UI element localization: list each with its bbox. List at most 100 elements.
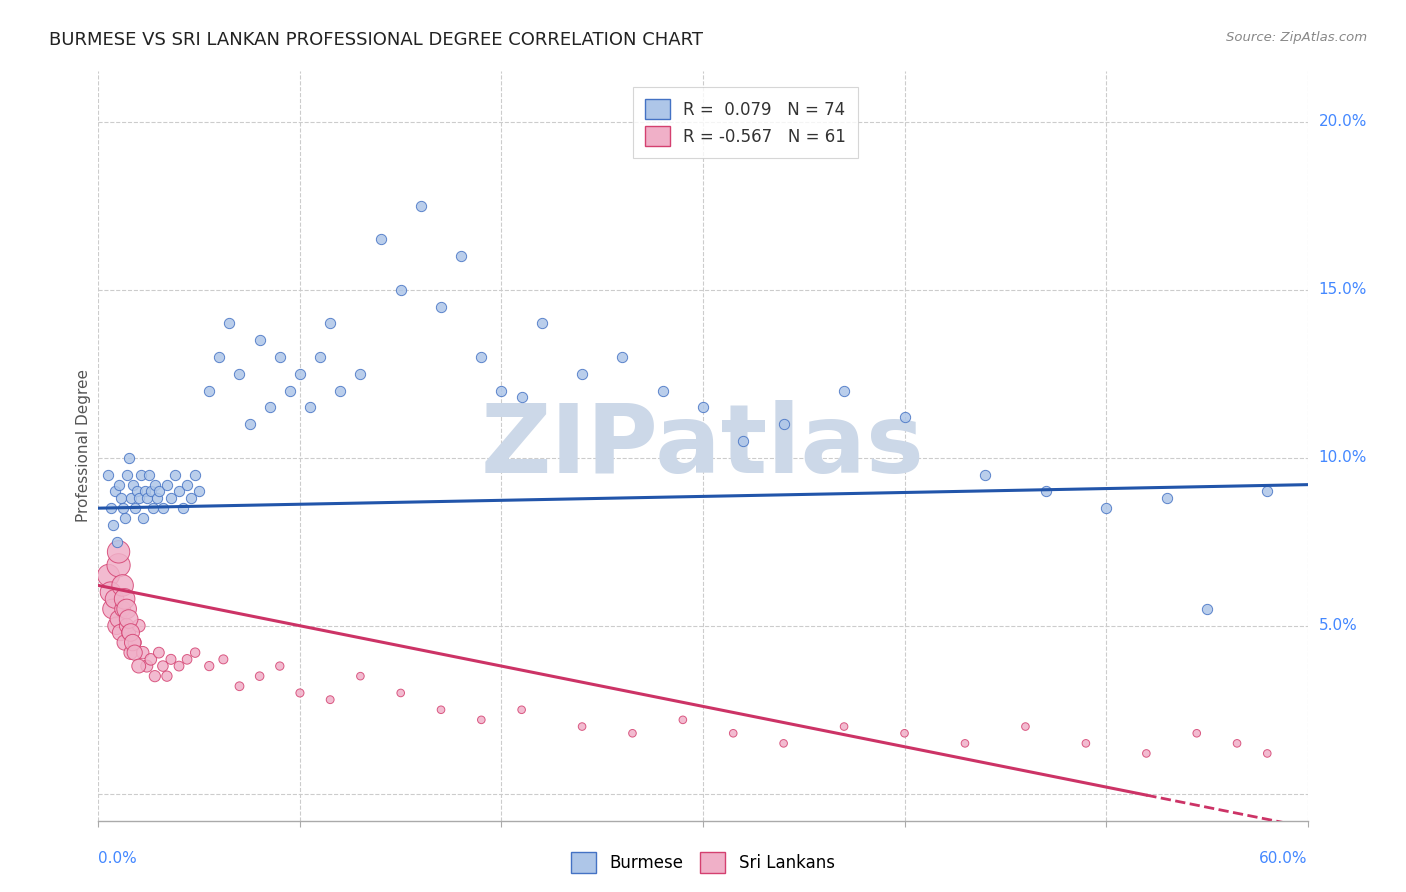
Point <box>148 484 170 499</box>
Point <box>135 659 157 673</box>
Point <box>124 646 146 660</box>
Point <box>139 484 162 499</box>
Point <box>772 417 794 432</box>
Text: 10.0%: 10.0% <box>1319 450 1367 466</box>
Point <box>212 652 235 666</box>
Point <box>132 646 155 660</box>
Point <box>184 467 207 482</box>
Point <box>103 484 125 499</box>
Point <box>132 511 155 525</box>
Point <box>172 501 194 516</box>
Point <box>1256 484 1278 499</box>
Legend: Burmese, Sri Lankans: Burmese, Sri Lankans <box>565 846 841 880</box>
Point <box>176 652 198 666</box>
Point <box>470 350 492 364</box>
Point <box>228 367 250 381</box>
Point <box>167 484 190 499</box>
Point <box>124 635 146 649</box>
Point <box>184 646 207 660</box>
Point <box>450 249 472 263</box>
Point <box>176 477 198 491</box>
Point <box>349 669 371 683</box>
Y-axis label: Professional Degree: Professional Degree <box>76 369 91 523</box>
Point <box>409 199 432 213</box>
Point <box>97 467 120 482</box>
Point <box>114 635 136 649</box>
Point <box>111 578 134 592</box>
Point <box>118 625 141 640</box>
Point <box>120 625 142 640</box>
Text: Source: ZipAtlas.com: Source: ZipAtlas.com <box>1226 31 1367 45</box>
Point <box>115 602 138 616</box>
Point <box>124 501 146 516</box>
Point <box>163 467 186 482</box>
Text: 15.0%: 15.0% <box>1319 282 1367 297</box>
Point <box>100 501 122 516</box>
Point <box>723 726 745 740</box>
Point <box>208 350 231 364</box>
Text: BURMESE VS SRI LANKAN PROFESSIONAL DEGREE CORRELATION CHART: BURMESE VS SRI LANKAN PROFESSIONAL DEGRE… <box>49 31 703 49</box>
Point <box>430 703 453 717</box>
Legend: R =  0.079   N = 74, R = -0.567   N = 61: R = 0.079 N = 74, R = -0.567 N = 61 <box>633 87 858 158</box>
Point <box>621 726 644 740</box>
Point <box>125 484 148 499</box>
Point <box>100 585 122 599</box>
Point <box>105 534 128 549</box>
Point <box>143 477 166 491</box>
Point <box>349 367 371 381</box>
Point <box>103 591 125 606</box>
Point <box>107 545 129 559</box>
Point <box>319 317 342 331</box>
Point <box>269 659 291 673</box>
Point <box>893 726 915 740</box>
Point <box>115 619 138 633</box>
Point <box>893 410 915 425</box>
Point <box>97 568 120 582</box>
Point <box>510 703 533 717</box>
Point <box>228 679 250 693</box>
Text: ZIPatlas: ZIPatlas <box>481 400 925 492</box>
Point <box>148 646 170 660</box>
Point <box>1035 484 1057 499</box>
Point <box>269 350 291 364</box>
Point <box>139 652 162 666</box>
Point <box>110 491 132 505</box>
Point <box>135 491 157 505</box>
Point <box>180 491 202 505</box>
Point <box>1095 501 1118 516</box>
Point <box>1195 602 1218 616</box>
Point <box>389 686 412 700</box>
Point <box>571 720 593 734</box>
Point <box>733 434 755 448</box>
Point <box>107 558 129 573</box>
Point <box>101 518 124 533</box>
Point <box>152 501 174 516</box>
Text: 60.0%: 60.0% <box>1260 851 1308 866</box>
Point <box>299 401 322 415</box>
Point <box>612 350 634 364</box>
Point <box>239 417 262 432</box>
Point <box>1014 720 1036 734</box>
Point <box>470 713 492 727</box>
Point <box>832 720 855 734</box>
Point <box>198 384 221 398</box>
Point <box>105 619 128 633</box>
Point <box>134 484 156 499</box>
Point <box>832 384 855 398</box>
Text: 0.0%: 0.0% <box>98 851 138 866</box>
Point <box>651 384 673 398</box>
Point <box>128 619 150 633</box>
Point <box>672 713 695 727</box>
Point <box>114 511 136 525</box>
Point <box>1226 736 1249 750</box>
Point <box>309 350 332 364</box>
Point <box>430 300 453 314</box>
Text: 5.0%: 5.0% <box>1319 618 1357 633</box>
Point <box>510 390 533 404</box>
Point <box>288 367 311 381</box>
Point <box>1074 736 1097 750</box>
Point <box>249 333 271 347</box>
Point <box>319 692 342 706</box>
Point <box>129 467 152 482</box>
Point <box>101 602 124 616</box>
